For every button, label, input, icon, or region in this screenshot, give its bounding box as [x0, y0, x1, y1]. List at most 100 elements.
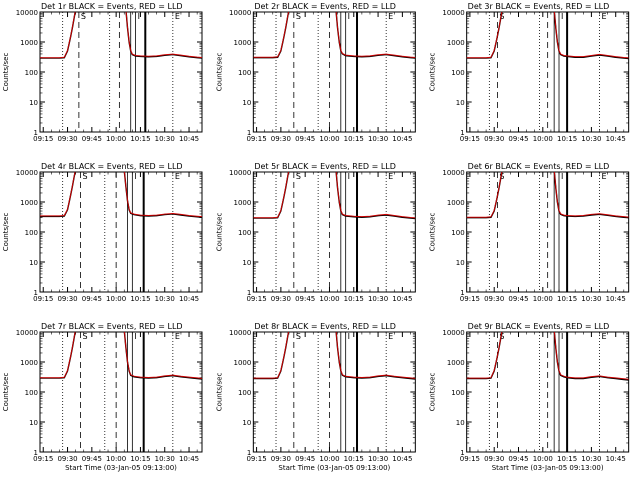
y-tick-label: 1000	[20, 199, 38, 207]
series-lld	[253, 12, 416, 58]
marker-label: I	[561, 172, 563, 181]
series-lld	[253, 332, 416, 379]
marker-label: I	[348, 12, 350, 21]
y-tick-label: 10000	[442, 329, 464, 337]
x-tick-label: 10:00	[319, 295, 339, 303]
chart-title: Det 3r BLACK = Events, RED = LLD	[468, 2, 610, 11]
plot-frame	[252, 11, 416, 133]
marker-label: E	[175, 332, 180, 341]
x-tick-label: 10:45	[606, 135, 626, 143]
y-tick-label: 1	[34, 289, 38, 297]
y-tick-label: 1000	[20, 39, 38, 47]
y-tick-label: 1	[460, 289, 464, 297]
event-markers	[62, 12, 174, 132]
y-axis-label: Counts/sec	[429, 373, 437, 412]
x-tick-label: 10:45	[392, 295, 412, 303]
x-tick-label: 09:30	[484, 135, 504, 143]
y-tick-label: 10000	[16, 9, 38, 17]
event-markers	[62, 332, 174, 452]
y-tick-label: 100	[25, 389, 38, 397]
x-tick-label: 10:45	[606, 295, 626, 303]
x-tick-label: 10:00	[533, 295, 553, 303]
marker-label: E	[175, 172, 180, 181]
marker-label: I	[561, 12, 563, 21]
y-tick-label: 10	[29, 99, 38, 107]
x-tick-label: 09:30	[271, 455, 291, 463]
x-tick-label: 09:45	[508, 455, 528, 463]
panel-det3r: Det 3r BLACK = Events, RED = LLD Counts/s…	[429, 2, 630, 143]
x-tick-label: 09:45	[82, 135, 102, 143]
y-tick-label: 100	[451, 229, 464, 237]
marker-label: S	[499, 172, 504, 181]
x-tick-label: 10:15	[344, 455, 364, 463]
series-lld	[40, 172, 202, 218]
x-axis-label: Start Time (03-Jan-05 09:13:00)	[278, 464, 390, 472]
event-markers	[275, 12, 387, 132]
x-tick-label: 10:15	[130, 295, 150, 303]
y-tick-label: 10	[242, 259, 251, 267]
x-tick-label: 10:45	[606, 455, 626, 463]
x-tick-label: 09:15	[33, 455, 53, 463]
y-tick-label: 10	[242, 99, 251, 107]
y-tick-label: 1	[247, 449, 251, 457]
panel-det8r: Det 8r BLACK = Events, RED = LLD Counts/s…	[215, 322, 416, 472]
x-tick-label: 09:45	[82, 295, 102, 303]
panel-det5r: Det 5r BLACK = Events, RED = LLD Counts/s…	[215, 162, 416, 303]
y-tick-label: 100	[238, 69, 251, 77]
y-tick-label: 100	[451, 389, 464, 397]
y-tick-label: 100	[238, 389, 251, 397]
chart-title: Det 1r BLACK = Events, RED = LLD	[41, 2, 183, 11]
marker-label: E	[388, 12, 393, 21]
y-tick-label: 1000	[234, 359, 252, 367]
x-tick-label: 09:15	[246, 455, 266, 463]
series-lld	[40, 332, 202, 379]
y-tick-label: 10000	[229, 329, 251, 337]
x-tick-label: 10:30	[581, 295, 601, 303]
x-tick-label: 09:15	[460, 295, 480, 303]
x-tick-label: 10:15	[344, 295, 364, 303]
x-tick-label: 09:45	[508, 295, 528, 303]
x-tick-label: 10:30	[368, 135, 388, 143]
y-tick-label: 100	[25, 229, 38, 237]
x-tick-label: 10:15	[344, 135, 364, 143]
x-tick-label: 09:15	[33, 295, 53, 303]
plot-frame	[39, 171, 203, 293]
x-tick-label: 09:45	[295, 135, 315, 143]
marker-label: I	[348, 332, 350, 341]
y-tick-label: 10000	[16, 329, 38, 337]
marker-label: S	[83, 332, 88, 341]
panel-det6r: Det 6r BLACK = Events, RED = LLD Counts/s…	[429, 162, 630, 303]
y-tick-label: 10000	[229, 169, 251, 177]
marker-label: S	[499, 12, 504, 21]
event-markers	[488, 12, 600, 132]
x-tick-label: 09:30	[57, 455, 77, 463]
y-tick-label: 10000	[442, 169, 464, 177]
marker-label: I	[134, 332, 136, 341]
x-tick-label: 10:45	[179, 455, 199, 463]
y-tick-label: 1000	[447, 359, 465, 367]
plot-frame	[252, 171, 416, 293]
event-markers	[488, 172, 600, 292]
x-tick-label: 10:00	[533, 135, 553, 143]
y-tick-label: 1000	[20, 359, 38, 367]
y-tick-label: 100	[238, 229, 251, 237]
marker-label: E	[388, 172, 393, 181]
series-lld	[253, 172, 416, 219]
x-tick-label: 10:45	[392, 455, 412, 463]
y-tick-label: 10000	[16, 169, 38, 177]
y-tick-label: 10	[456, 99, 465, 107]
x-tick-label: 10:15	[557, 455, 577, 463]
plot-frame	[39, 331, 203, 453]
y-tick-label: 1	[460, 449, 464, 457]
panel-det2r: Det 2r BLACK = Events, RED = LLD Counts/s…	[215, 2, 416, 143]
plot-frame	[252, 331, 416, 453]
x-tick-label: 09:15	[460, 135, 480, 143]
x-tick-label: 10:00	[106, 135, 126, 143]
x-tick-label: 10:45	[179, 295, 199, 303]
y-tick-label: 1000	[234, 39, 252, 47]
x-tick-label: 10:00	[319, 455, 339, 463]
marker-label: E	[388, 332, 393, 341]
x-tick-label: 10:00	[319, 135, 339, 143]
event-markers	[275, 332, 387, 452]
